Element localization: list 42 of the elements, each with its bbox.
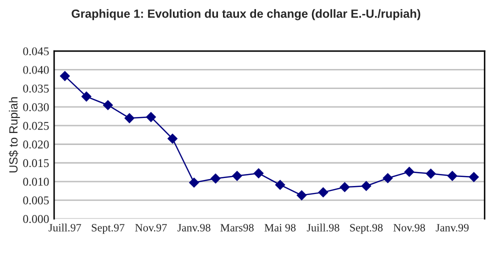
y-tick-label: 0.010: [23, 178, 49, 186]
point: [404, 166, 414, 177]
point: [124, 113, 134, 124]
point: [296, 190, 307, 200]
y-tick-label: 0.025: [23, 122, 49, 130]
point: [340, 182, 350, 192]
point: [318, 187, 328, 198]
y-tick-label: 0.035: [23, 84, 49, 93]
point: [189, 178, 199, 188]
x-tick-label: Juill.98: [306, 224, 340, 232]
point: [382, 173, 393, 184]
point: [447, 170, 458, 181]
point: [426, 168, 436, 179]
x-tick-label: Sept.98: [350, 224, 383, 234]
point: [468, 172, 479, 182]
x-tick-label: Juill.97: [48, 224, 82, 232]
y-tick-label: 0.045: [23, 47, 49, 56]
x-tick-label: Mars98: [220, 224, 254, 232]
point: [102, 100, 113, 110]
y-tick-label: 0.040: [23, 66, 49, 74]
point: [232, 170, 242, 181]
x-tick-label: Janv.99: [436, 224, 469, 232]
point: [275, 180, 286, 190]
x-tick-label: Janv.98: [178, 224, 210, 232]
y-tick-label: 0.000: [23, 215, 49, 224]
y-axis-title: US$ to Rupiah: [8, 97, 20, 172]
point: [60, 71, 70, 81]
x-tick-label: Sept.97: [92, 224, 124, 234]
y-tick-label: 0.030: [23, 103, 49, 112]
chart-title: Graphique 1: Evolution du taux de change (dollar E.-U./rupiah): [72, 9, 420, 20]
point: [210, 174, 220, 184]
point: [361, 181, 372, 191]
point: [146, 112, 156, 122]
x-tick-label: Mai 98: [264, 224, 296, 232]
x-tick-label: Nov.98: [393, 224, 426, 232]
x-tick-label: Nov.97: [135, 224, 167, 232]
point: [168, 134, 178, 144]
y-tick-label: 0.020: [23, 140, 49, 149]
y-tick-label: 0.005: [23, 196, 49, 204]
point: [254, 168, 264, 178]
point: [81, 92, 92, 102]
y-tick-label: 0.015: [23, 159, 49, 168]
